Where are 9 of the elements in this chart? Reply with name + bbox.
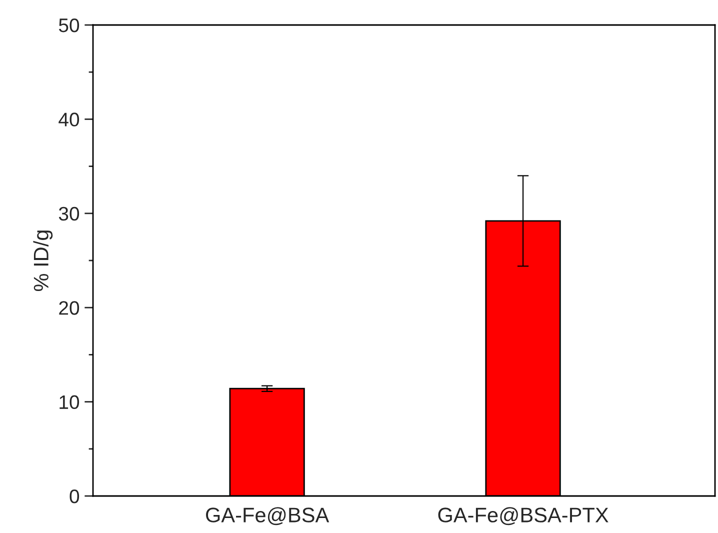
x-tick-label: GA-Fe@BSA-PTX	[438, 507, 608, 526]
y-tick-label: 10	[60, 395, 80, 410]
y-tick-label: 40	[58, 112, 80, 126]
y-tick-label: 50	[58, 18, 80, 32]
y-axis-title: % ID/g	[33, 230, 53, 292]
y-tick-label: 30	[58, 206, 80, 221]
x-tick-label: GA-Fe@BSA	[206, 507, 330, 526]
y-tick-label: 0	[70, 489, 80, 504]
y-tick-label: 20	[59, 301, 80, 315]
